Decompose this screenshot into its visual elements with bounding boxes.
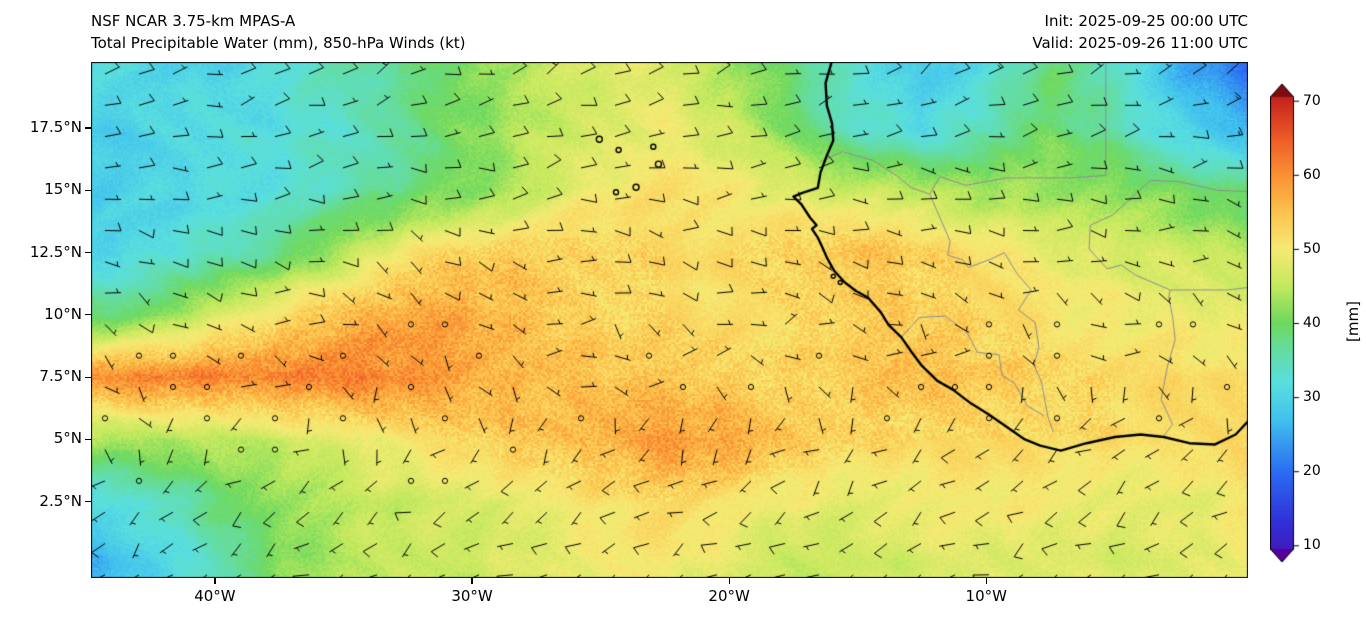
y-tick-mark [85, 252, 91, 254]
y-tick-label: 17.5°N [29, 118, 82, 137]
x-tick-label: 40°W [194, 587, 236, 605]
x-tick-label: 20°W [708, 587, 750, 605]
y-tick-label: 10°N [44, 304, 82, 323]
colorbar-tick-label: 60 [1303, 166, 1321, 183]
valid-time: Valid: 2025-09-26 11:00 UTC [1032, 34, 1248, 52]
init-time: Init: 2025-09-25 00:00 UTC [1044, 12, 1248, 30]
colorbar-tick-label: 40 [1303, 315, 1321, 331]
y-tick-label: 12.5°N [29, 242, 82, 261]
colorbar-tick-label: 30 [1303, 389, 1321, 406]
y-tick-mark [85, 314, 91, 316]
y-tick-mark [85, 438, 91, 441]
colorbar-tick-label: 70 [1303, 92, 1321, 109]
y-tick-label: 15°N [44, 180, 82, 199]
colorbar-unit-label: [mm] [1344, 301, 1362, 342]
time-block: Init: 2025-09-25 00:00 UTC Valid: 2025-0… [1032, 10, 1248, 54]
x-tick-label: 10°W [965, 587, 1007, 605]
y-tick-mark [85, 189, 91, 191]
colorbar-tick-label: 50 [1303, 240, 1321, 257]
map-canvas [91, 62, 1248, 578]
x-tick-mark [471, 578, 473, 584]
colorbar-tick-label: 10 [1303, 537, 1321, 554]
x-tick-label: 30°W [451, 587, 493, 605]
x-tick-mark [985, 578, 987, 584]
y-tick-mark [85, 376, 91, 378]
model-title: NSF NCAR 3.75-km MPAS-A [91, 12, 296, 30]
y-tick-label: 5°N [53, 429, 82, 448]
y-tick-mark [85, 127, 91, 129]
y-tick-label: 2.5°N [39, 491, 82, 510]
x-tick-mark [214, 578, 216, 584]
y-tick-label: 7.5°N [39, 367, 82, 386]
y-tick-mark [85, 501, 91, 503]
colorbar-tick-label: 20 [1303, 463, 1321, 480]
x-tick-mark [728, 578, 730, 584]
title-block: NSF NCAR 3.75-km MPAS-A Total Precipitab… [91, 10, 466, 54]
field-title: Total Precipitable Water (mm), 850-hPa W… [91, 34, 466, 52]
colorbar [1270, 82, 1300, 568]
